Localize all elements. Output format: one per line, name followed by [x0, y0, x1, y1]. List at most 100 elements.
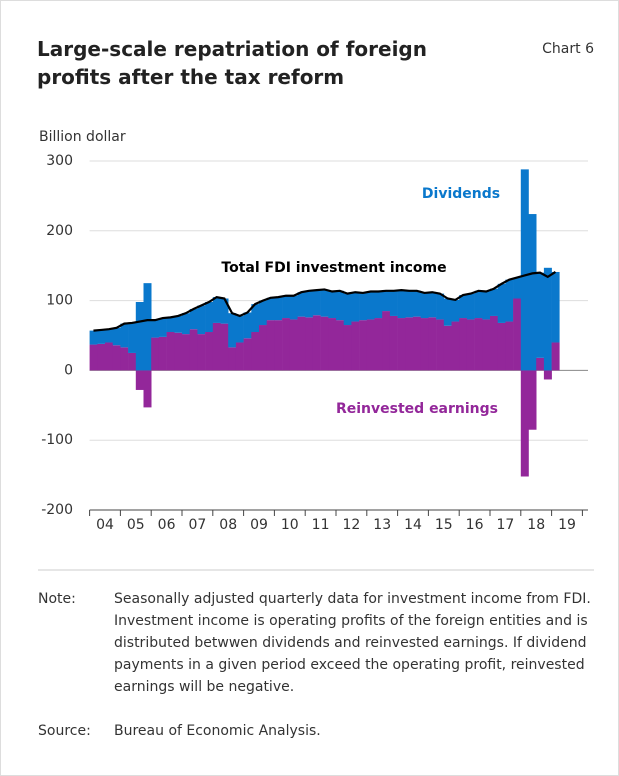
bar	[436, 319, 445, 371]
bar	[382, 290, 391, 312]
bar	[251, 332, 260, 371]
bar	[259, 325, 267, 371]
bar	[305, 317, 314, 371]
bar	[166, 332, 175, 371]
bar	[235, 342, 244, 371]
line	[93, 271, 557, 332]
bar	[274, 297, 283, 321]
bar	[528, 370, 537, 430]
bar	[228, 347, 237, 371]
x-tick-label: 12	[342, 517, 360, 533]
bar	[320, 316, 329, 371]
bar	[128, 322, 137, 353]
note-label: Note:	[38, 591, 76, 607]
bar	[212, 297, 221, 323]
bar	[205, 332, 214, 371]
bar	[312, 315, 321, 371]
bar	[536, 357, 545, 371]
bar	[282, 295, 291, 319]
y-tick-label: 200	[46, 223, 73, 239]
bar	[405, 290, 414, 318]
bar	[220, 323, 229, 371]
bar	[166, 317, 175, 333]
source-text: Bureau of Economic Analysis.	[114, 723, 321, 739]
bar	[336, 290, 344, 321]
bar	[428, 317, 437, 371]
bar	[235, 315, 244, 343]
bar	[474, 290, 483, 319]
y-tick-label: 300	[46, 153, 73, 169]
bar	[120, 323, 129, 348]
bar	[151, 337, 160, 371]
bar	[205, 301, 214, 333]
bar	[366, 291, 375, 320]
bar	[520, 370, 529, 477]
y-tick-label: 100	[46, 293, 73, 309]
bar	[135, 301, 144, 371]
x-tick-label: 11	[312, 517, 330, 533]
y-tick-label: 0	[64, 362, 73, 378]
bar	[359, 292, 368, 321]
bar	[413, 316, 421, 371]
bar	[536, 272, 545, 358]
bar	[105, 342, 113, 371]
note-text: Seasonally adjusted quarterly data for i…	[114, 591, 591, 695]
bar	[89, 344, 98, 371]
x-tick-label: 19	[558, 517, 576, 533]
bar	[551, 342, 560, 371]
bar	[543, 370, 552, 380]
bar	[436, 293, 445, 320]
bar	[505, 321, 514, 371]
bar	[420, 318, 429, 371]
bar	[212, 322, 221, 371]
series-label: Reinvested earnings	[336, 401, 498, 417]
x-tick-label: 13	[373, 517, 391, 533]
bar	[328, 318, 337, 371]
bar	[466, 293, 475, 320]
bar	[182, 313, 190, 335]
y-tick-label: -100	[41, 432, 73, 448]
y-tick-label: -200	[41, 502, 73, 518]
x-tick-label: 05	[127, 517, 145, 533]
bar	[351, 321, 360, 371]
bar	[343, 325, 352, 371]
bar	[482, 319, 491, 371]
bar	[513, 277, 522, 299]
bar	[551, 271, 560, 343]
bar	[420, 292, 429, 319]
bar	[112, 345, 121, 371]
bar	[513, 298, 522, 371]
series-label: Dividends	[422, 186, 500, 202]
x-tick-label: 17	[496, 517, 514, 533]
bar	[451, 321, 460, 371]
x-tick-label: 18	[527, 517, 545, 533]
bar	[274, 320, 283, 371]
bar	[89, 330, 98, 345]
bar	[497, 322, 506, 371]
bar	[459, 295, 468, 319]
bar	[289, 319, 298, 371]
bar	[251, 304, 260, 333]
bar	[158, 318, 167, 337]
bar	[305, 290, 314, 318]
bar	[359, 320, 368, 371]
bar	[174, 315, 183, 333]
bar	[158, 336, 167, 371]
bar	[389, 290, 398, 316]
bar	[143, 283, 152, 371]
bar	[228, 313, 237, 348]
bar	[197, 334, 206, 371]
bar	[97, 329, 106, 344]
bar	[405, 317, 414, 371]
bar	[482, 291, 491, 320]
bar	[297, 292, 306, 317]
bar	[312, 290, 321, 316]
bar	[289, 295, 298, 320]
x-tick-label: 07	[188, 517, 206, 533]
bar	[528, 214, 537, 371]
bar	[266, 320, 275, 371]
bar	[328, 291, 337, 319]
bar	[282, 318, 291, 371]
